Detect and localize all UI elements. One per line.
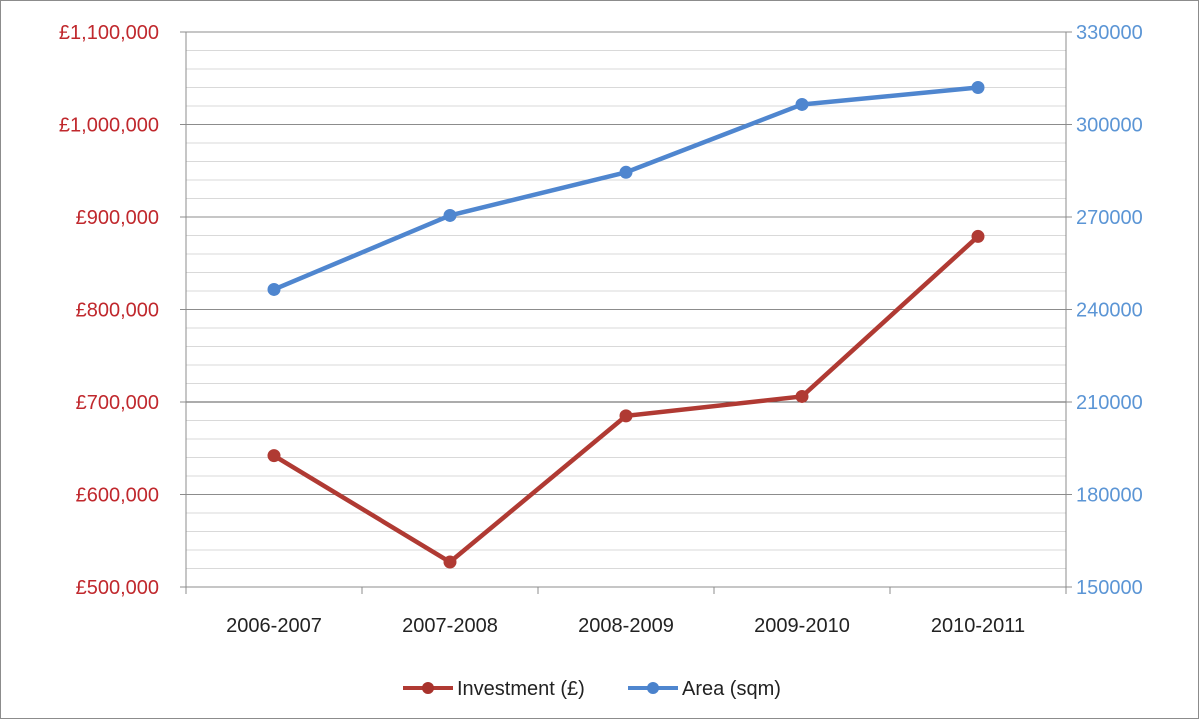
legend-marker-area [647,682,659,694]
series-lines [272,85,980,565]
right-axis-tick-labels: 150000 180000 210000 240000 270000 300000 3300… [1076,22,1143,599]
left-tick-label: £1,100,000 [59,22,159,44]
x-axis-tick-labels: 2006-2007 2007-2008 2008-2009 2009-2010 2010… [226,615,1025,637]
right-tick-label: 210000 [1076,392,1143,414]
data-point-investment[interactable] [971,229,985,243]
legend: Investment (£) Area (sqm) [403,678,781,700]
series-points [267,81,985,569]
legend-marker-investment [422,682,434,694]
x-tick-label: 2009-2010 [754,615,850,637]
data-point-area[interactable] [619,165,633,179]
legend-item-investment[interactable]: Investment (£) [403,678,585,700]
minor-gridlines [186,50,1066,569]
x-tick-label: 2008-2009 [578,615,674,637]
data-point-area[interactable] [443,208,457,222]
data-point-investment[interactable] [795,389,809,403]
right-tick-label: 150000 [1076,577,1143,599]
x-tick-label: 2006-2007 [226,615,322,637]
data-point-area[interactable] [267,282,281,296]
left-tick-label: £900,000 [76,207,159,229]
right-tick-label: 330000 [1076,22,1143,44]
left-tick-label: £700,000 [76,392,159,414]
axes [180,31,1072,594]
legend-label-area: Area (sqm) [682,678,781,700]
right-tick-label: 300000 [1076,115,1143,137]
legend-item-area[interactable]: Area (sqm) [628,678,781,700]
left-tick-label: £600,000 [76,485,159,507]
data-point-investment[interactable] [443,555,457,569]
right-tick-label: 180000 [1076,485,1143,507]
left-tick-label: £1,000,000 [59,115,159,137]
left-axis-tick-labels: £500,000 £600,000 £700,000 £800,000 £900,000… [59,22,159,599]
data-point-area[interactable] [971,81,985,94]
data-point-investment[interactable] [619,409,633,423]
right-tick-label: 240000 [1076,300,1143,322]
series-line-area [273,85,979,292]
data-point-area[interactable] [795,97,809,111]
major-gridlines [186,31,1066,495]
left-tick-label: £500,000 [76,577,159,599]
right-tick-label: 270000 [1076,207,1143,229]
legend-label-investment: Investment (£) [457,678,585,700]
data-point-investment[interactable] [267,449,281,463]
x-tick-label: 2010-2011 [931,615,1025,637]
left-tick-label: £800,000 [76,300,159,322]
x-tick-label: 2007-2008 [402,615,498,637]
